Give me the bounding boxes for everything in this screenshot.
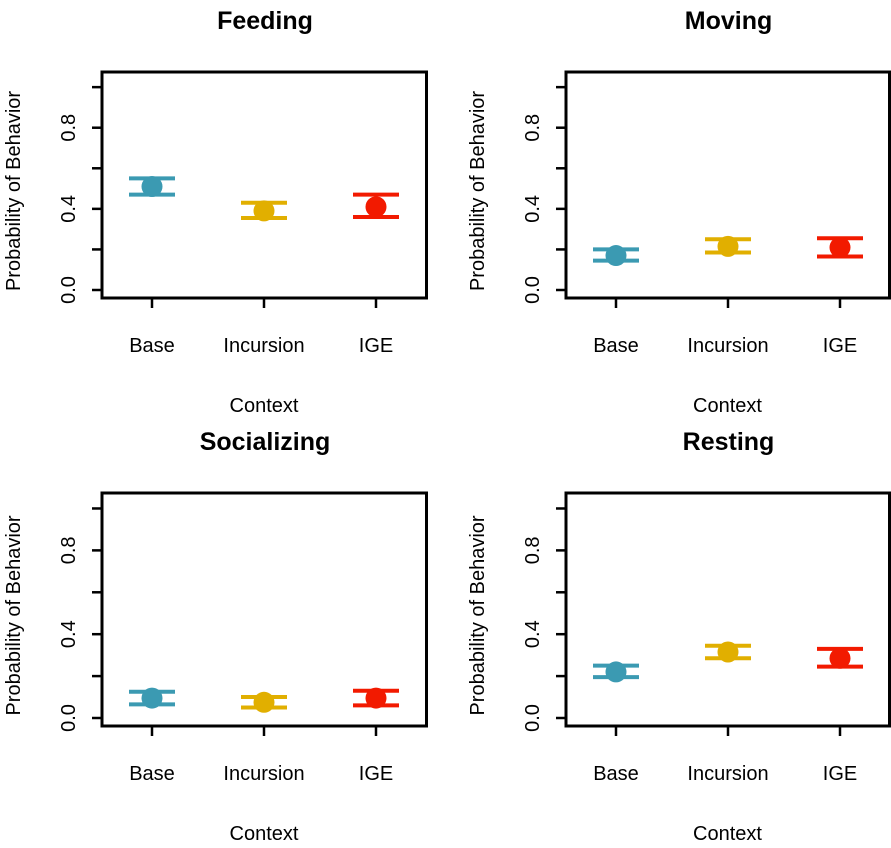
y-tick-label: 0.0 xyxy=(522,704,544,732)
y-tick-label: 0.0 xyxy=(522,276,544,304)
x-tick-label: Incursion xyxy=(223,335,304,357)
y-tick-label: 0.8 xyxy=(58,536,80,564)
point-marker xyxy=(141,176,163,198)
panel-title: Moving xyxy=(685,7,773,35)
x-tick-label: Incursion xyxy=(223,763,304,785)
y-tick-label: 0.4 xyxy=(58,195,80,223)
point-marker xyxy=(365,196,387,218)
data-point-ige xyxy=(817,646,863,669)
x-tick-label: Base xyxy=(129,763,175,785)
y-axis-label: Probability of Behavior xyxy=(3,515,25,715)
y-tick-label: 0.0 xyxy=(58,276,80,304)
y-tick-label: 0.4 xyxy=(522,195,544,223)
data-point-ige xyxy=(353,192,399,219)
y-tick-label: 0.8 xyxy=(58,114,80,142)
data-point-base xyxy=(129,176,175,198)
data-point-incursion xyxy=(705,641,751,663)
point-marker xyxy=(605,245,627,267)
data-point-base xyxy=(129,687,175,709)
panel-title: Resting xyxy=(683,428,775,456)
data-point-incursion xyxy=(241,200,287,222)
panel-feeding: Feeding 0.0 0.4 0.8 Probability of Behavior B… xyxy=(3,7,428,417)
plot-frame xyxy=(564,491,891,728)
x-tick-label: IGE xyxy=(823,335,857,357)
panel-title: Feeding xyxy=(217,7,313,35)
data-point-incursion xyxy=(241,691,287,713)
point-marker xyxy=(365,687,387,709)
x-axis-label: Context xyxy=(230,395,299,417)
point-marker xyxy=(717,235,739,257)
x-tick-label: Incursion xyxy=(687,763,768,785)
y-tick-label: 0.8 xyxy=(522,536,544,564)
x-tick-label: IGE xyxy=(359,335,393,357)
y-axis-label: Probability of Behavior xyxy=(3,91,25,291)
y-tick-label: 0.4 xyxy=(522,620,544,648)
x-tick-label: Incursion xyxy=(687,335,768,357)
data-point-ige xyxy=(353,687,399,709)
x-tick-label: Base xyxy=(593,763,639,785)
point-marker xyxy=(717,641,739,663)
panel-resting: Resting 0.0 0.4 0.8 Probability of Behavior B… xyxy=(467,428,891,845)
point-marker xyxy=(829,236,851,258)
panel-title: Socializing xyxy=(200,428,331,456)
point-marker xyxy=(253,691,275,713)
x-axis-label: Context xyxy=(230,823,299,845)
panel-moving: Moving 0.0 0.4 0.8 Probability of Behavior Ba… xyxy=(467,7,891,417)
y-tick-label: 0.8 xyxy=(522,114,544,142)
y-axis-label: Probability of Behavior xyxy=(467,515,489,715)
point-marker xyxy=(605,661,627,683)
data-point-base xyxy=(593,245,639,267)
point-marker xyxy=(829,647,851,669)
x-tick-label: Base xyxy=(129,335,175,357)
point-marker xyxy=(253,200,275,222)
x-axis-label: Context xyxy=(693,395,762,417)
x-tick-label: IGE xyxy=(359,763,393,785)
data-point-ige xyxy=(817,236,863,259)
panel-socializing: Socializing 0.0 0.4 0.8 Probability of Behav… xyxy=(3,428,428,845)
data-point-base xyxy=(593,661,639,683)
y-axis-label: Probability of Behavior xyxy=(467,91,489,291)
x-axis-label: Context xyxy=(693,823,762,845)
x-tick-label: Base xyxy=(593,335,639,357)
data-point-incursion xyxy=(705,235,751,257)
y-tick-label: 0.4 xyxy=(58,620,80,648)
point-marker xyxy=(141,687,163,709)
y-tick-label: 0.0 xyxy=(58,704,80,732)
x-tick-label: IGE xyxy=(823,763,857,785)
